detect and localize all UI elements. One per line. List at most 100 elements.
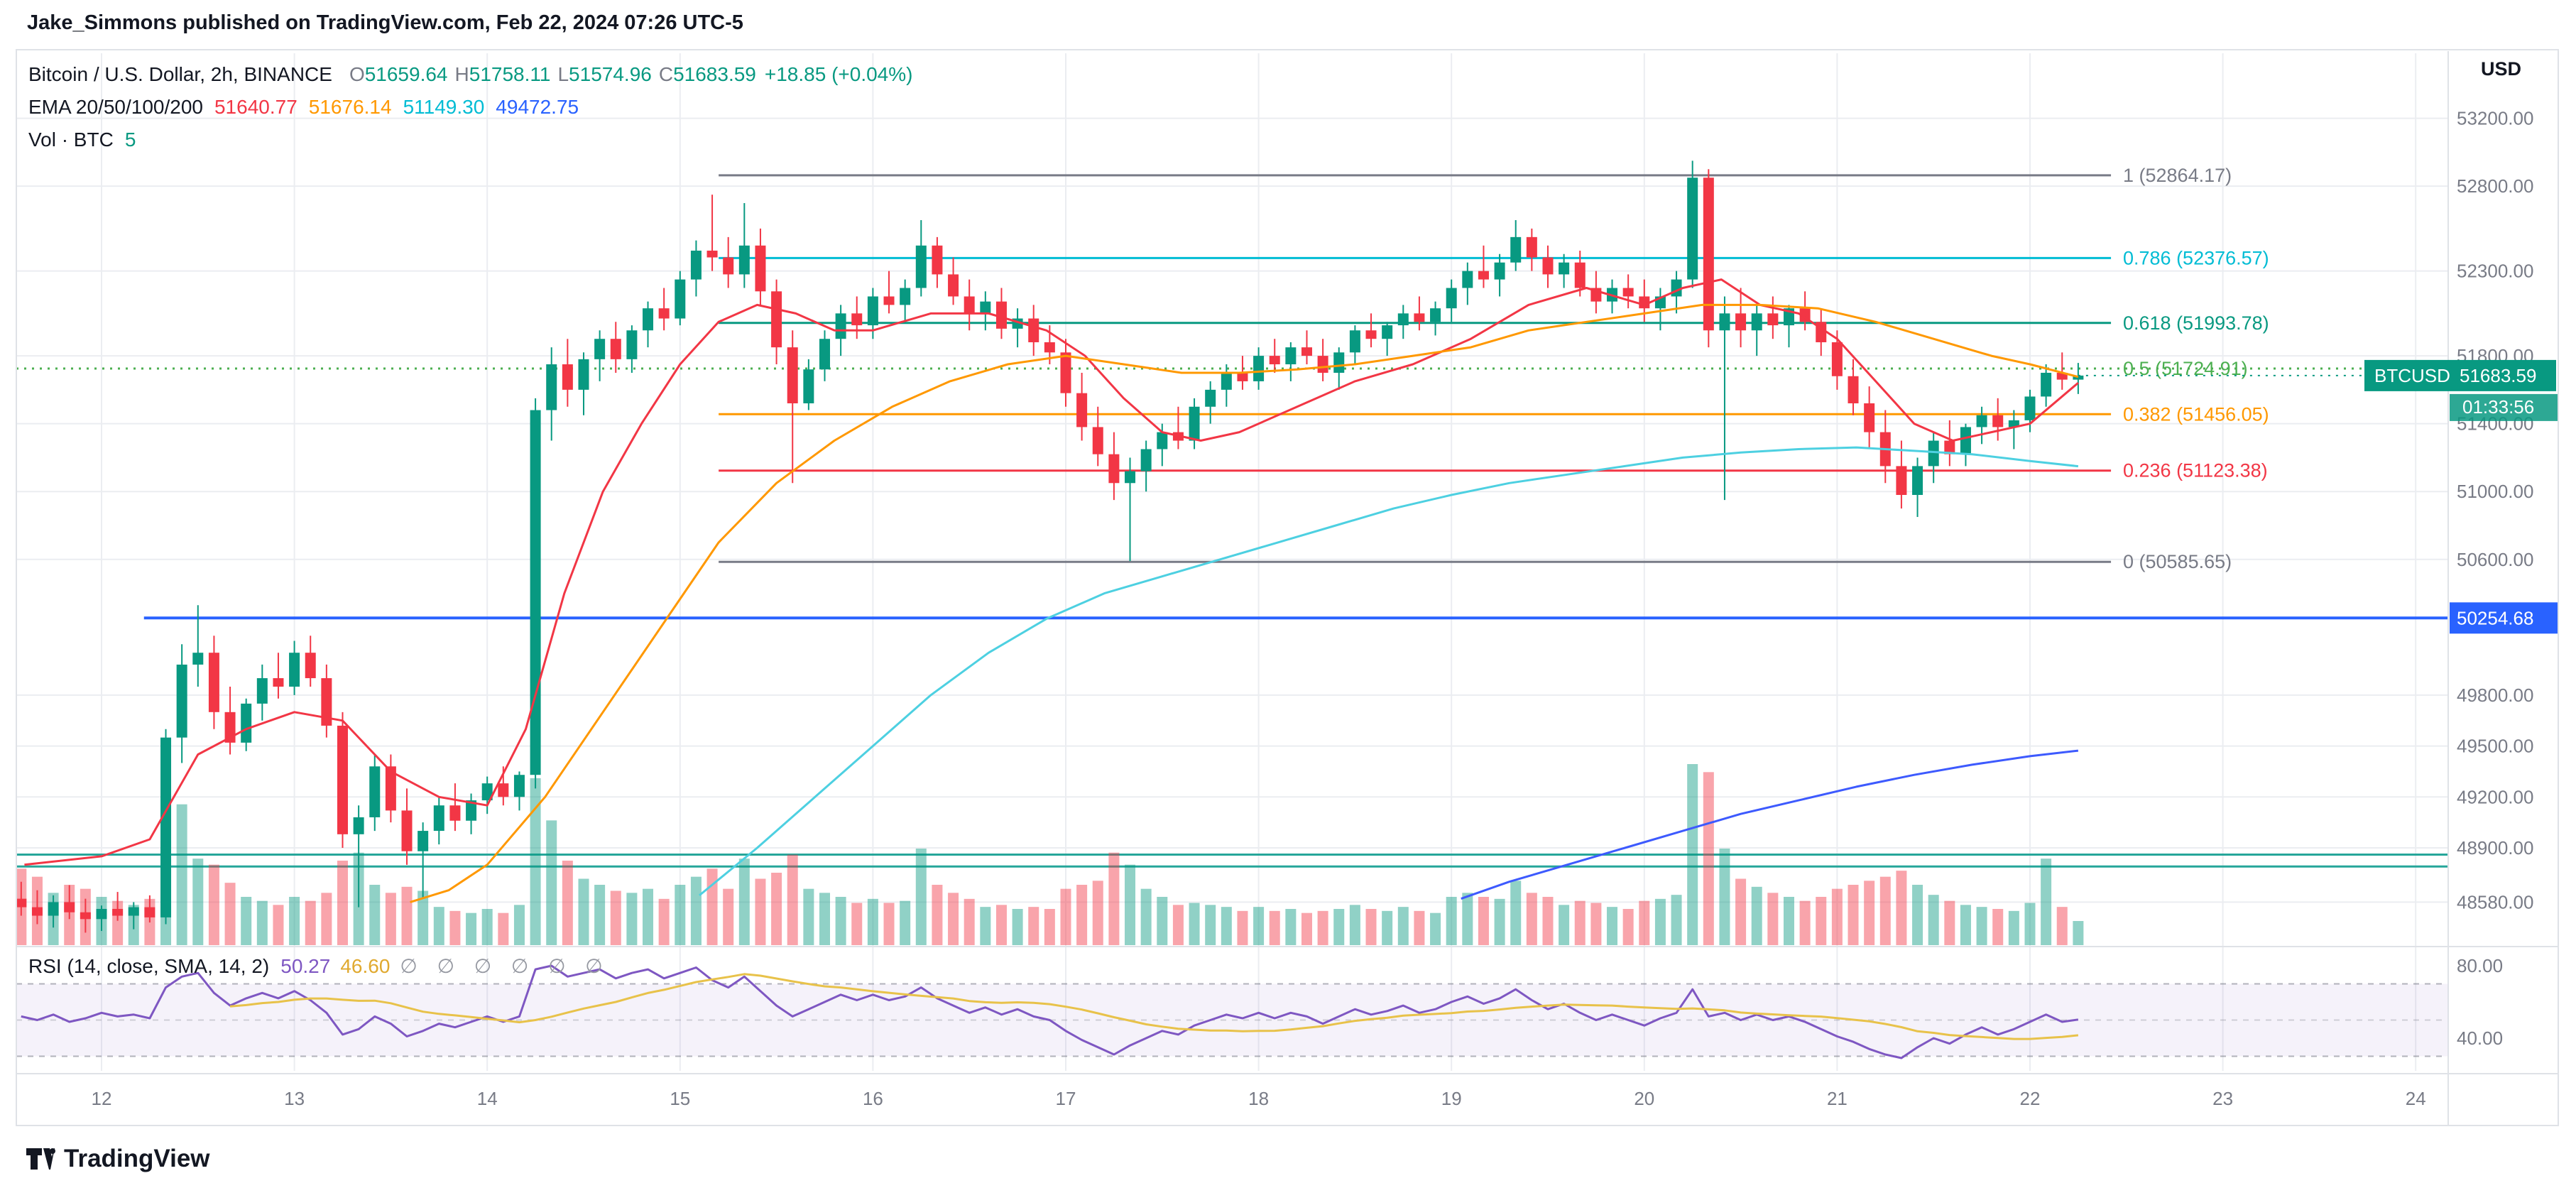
volume-bar: [1783, 897, 1794, 945]
candle-body: [208, 653, 219, 712]
candle-body: [1414, 313, 1425, 322]
time-axis-label: 23: [2212, 1088, 2233, 1109]
candle-body: [128, 907, 139, 916]
candle-body: [2041, 372, 2052, 397]
volume-bar: [932, 885, 943, 945]
volume-bar: [1944, 900, 1955, 945]
candle-body: [1928, 440, 1939, 467]
rsi-axis-label: 40.00: [2457, 1028, 2503, 1049]
candle-body: [1285, 347, 1297, 365]
rsi-pane: [16, 964, 2448, 1059]
candle-body: [755, 245, 766, 292]
chart-legend: Bitcoin / U.S. Dollar, 2h, BINANCE O51659…: [28, 58, 912, 156]
candle-body: [1542, 257, 1554, 275]
volume-value: 5: [124, 129, 136, 151]
rsi-empty-values: ∅ ∅ ∅ ∅ ∅ ∅: [400, 955, 610, 977]
symbol-title[interactable]: Bitcoin / U.S. Dollar, 2h, BINANCE: [28, 63, 332, 85]
fib-label-1: 1 (52864.17): [2123, 165, 2232, 186]
volume-indicator-label[interactable]: Vol · BTC: [28, 129, 114, 151]
volume-bar: [513, 905, 525, 945]
rsi-legend: RSI (14, close, SMA, 14, 2) 50.27 46.60 ∅ ∅…: [28, 954, 610, 978]
volume-bar: [1269, 910, 1280, 945]
candle-body: [851, 313, 863, 326]
volume-bar: [466, 912, 477, 945]
grid-layer: [16, 53, 2448, 1071]
candle-body: [1349, 330, 1360, 353]
ema50-value: 51676.14: [308, 96, 392, 118]
volume-bar: [1382, 910, 1393, 945]
tradingview-logo-icon[interactable]: [26, 1145, 55, 1172]
tradingview-wordmark[interactable]: TradingView: [64, 1145, 210, 1172]
candle-body: [546, 364, 557, 410]
time-axis-label: 19: [1441, 1088, 1462, 1109]
time-axis-label: 12: [92, 1088, 112, 1109]
candle-body: [1831, 342, 1843, 376]
byline-text: Jake_Simmons published on TradingView.co…: [27, 11, 743, 34]
time-axis-label: 20: [1634, 1088, 1654, 1109]
low-label: L: [557, 63, 569, 85]
high-value: 51758.11: [469, 63, 551, 85]
low-value: 51574.96: [569, 63, 652, 85]
volume-bar: [1559, 905, 1570, 945]
candle-body: [176, 664, 187, 738]
volume-bar: [1333, 909, 1345, 945]
candle-body: [530, 410, 541, 775]
volume-bar: [1237, 910, 1248, 945]
volume-bar: [1816, 897, 1827, 945]
ema-indicator-label[interactable]: EMA 20/50/100/200: [28, 96, 203, 118]
rsi-indicator-label[interactable]: RSI (14, close, SMA, 14, 2): [28, 955, 270, 977]
candle-body: [1848, 376, 1859, 403]
volume-bar: [1639, 900, 1650, 945]
volume-bar: [883, 903, 895, 945]
volume-bar: [851, 903, 863, 945]
volume-bar: [1092, 881, 1103, 945]
fib-label-0.236: 0.236 (51123.38): [2123, 460, 2268, 481]
time-axis[interactable]: 12 13 14 15 16 17 18 19 20 21 22 23 24: [92, 1088, 2426, 1109]
volume-bar: [1607, 907, 1618, 945]
candle-body: [900, 288, 911, 305]
currency-label: USD: [2481, 58, 2521, 80]
volume-bar: [1462, 893, 1473, 945]
volume-bar: [337, 861, 348, 945]
volume-bar: [449, 910, 461, 945]
candle-body: [64, 902, 75, 912]
candle-body: [144, 907, 155, 917]
price-axis[interactable]: USD53200.0052800.0052300.0051800.0051400…: [2457, 58, 2533, 1049]
volume-bar: [706, 868, 718, 945]
volume-bar: [1799, 900, 1811, 945]
candle-body: [819, 339, 830, 370]
candle-body: [385, 766, 396, 811]
candle-body: [1365, 330, 1377, 339]
volume-bar: [1060, 888, 1071, 945]
candle-body: [1060, 352, 1071, 393]
candle-body: [1494, 262, 1505, 280]
candle-body: [48, 902, 59, 916]
candle-body: [1382, 325, 1393, 339]
candle-body: [1044, 342, 1055, 353]
volume-bar: [1992, 909, 2004, 945]
candle-body: [273, 678, 284, 687]
volume-bar: [867, 898, 878, 945]
ema200-value: 49472.75: [496, 96, 579, 118]
volume-bar: [176, 804, 187, 945]
rsi-band: [16, 983, 2448, 1057]
candle-body: [1157, 432, 1168, 449]
volume-bar: [1108, 852, 1120, 945]
volume-bar: [819, 893, 830, 945]
candle-body: [1269, 356, 1280, 365]
candle-body: [1446, 288, 1457, 309]
fib-retracement[interactable]: 1 (52864.17) 0.786 (52376.57) 0.618 (51993…: [16, 165, 2448, 572]
candle-body: [353, 817, 364, 834]
candle-body: [321, 678, 332, 726]
candle-body: [626, 330, 638, 359]
candle-body: [1559, 262, 1570, 275]
horizontal-lines[interactable]: [16, 616, 2448, 868]
volume-bar: [1172, 905, 1184, 945]
volume-bar: [192, 859, 204, 945]
candlestick-layer: [16, 160, 2084, 933]
candle-body: [1108, 454, 1120, 484]
volume-bar: [498, 912, 509, 945]
volume-bar: [1879, 876, 1891, 945]
candle-body: [1751, 313, 1762, 331]
